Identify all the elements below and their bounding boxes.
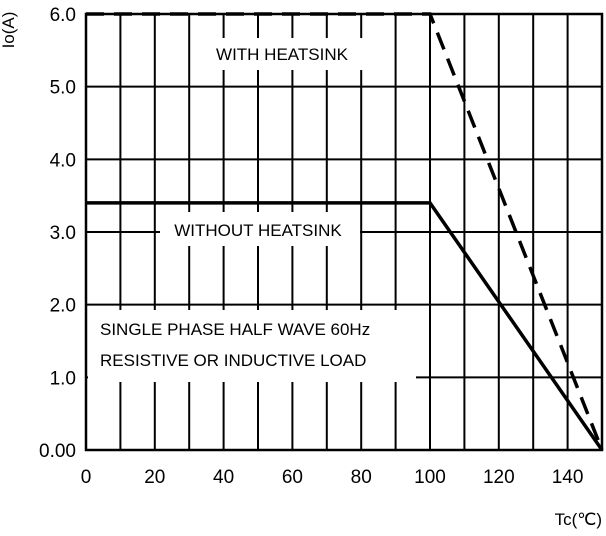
x-tick-label: 100: [414, 467, 446, 488]
x-tick-label: 20: [144, 467, 165, 488]
x-tick-label: 120: [483, 467, 515, 488]
x-tick-label: 140: [552, 467, 584, 488]
annotation-line-1: SINGLE PHASE HALF WAVE 60Hz: [100, 320, 370, 339]
x-tick-labels: 0 20 40 60 80 100 120 140: [81, 467, 584, 488]
y-tick-label: 0.00: [39, 441, 76, 462]
y-tick-label: 3.0: [50, 223, 76, 244]
y-tick-label: 4.0: [50, 150, 76, 171]
series-label-without-heatsink: WITHOUT HEATSINK: [174, 221, 342, 240]
series-line: [86, 201, 604, 451]
plot-frame: [84, 12, 604, 452]
x-tick-label: 60: [282, 467, 303, 488]
label-backgrounds: [88, 38, 416, 382]
x-tick-label: 80: [351, 467, 372, 488]
y-tick-label: 1.0: [50, 368, 76, 389]
y-tick-label: 5.0: [50, 78, 76, 99]
y-axis-title: Io(A): [0, 12, 18, 49]
y-tick-label: 2.0: [50, 296, 76, 317]
x-axis-title: Tc(℃): [555, 510, 602, 529]
annotation-line-2: RESISTIVE OR INDUCTIVE LOAD: [100, 351, 366, 370]
x-tick-label: 0: [81, 467, 92, 488]
y-tick-label: 6.0: [50, 5, 76, 26]
y-tick-labels: 0.00 1.0 2.0 3.0 4.0 5.0 6.0: [39, 5, 76, 462]
series-label-with-heatsink: WITH HEATSINK: [216, 45, 349, 64]
x-tick-label: 40: [213, 467, 234, 488]
